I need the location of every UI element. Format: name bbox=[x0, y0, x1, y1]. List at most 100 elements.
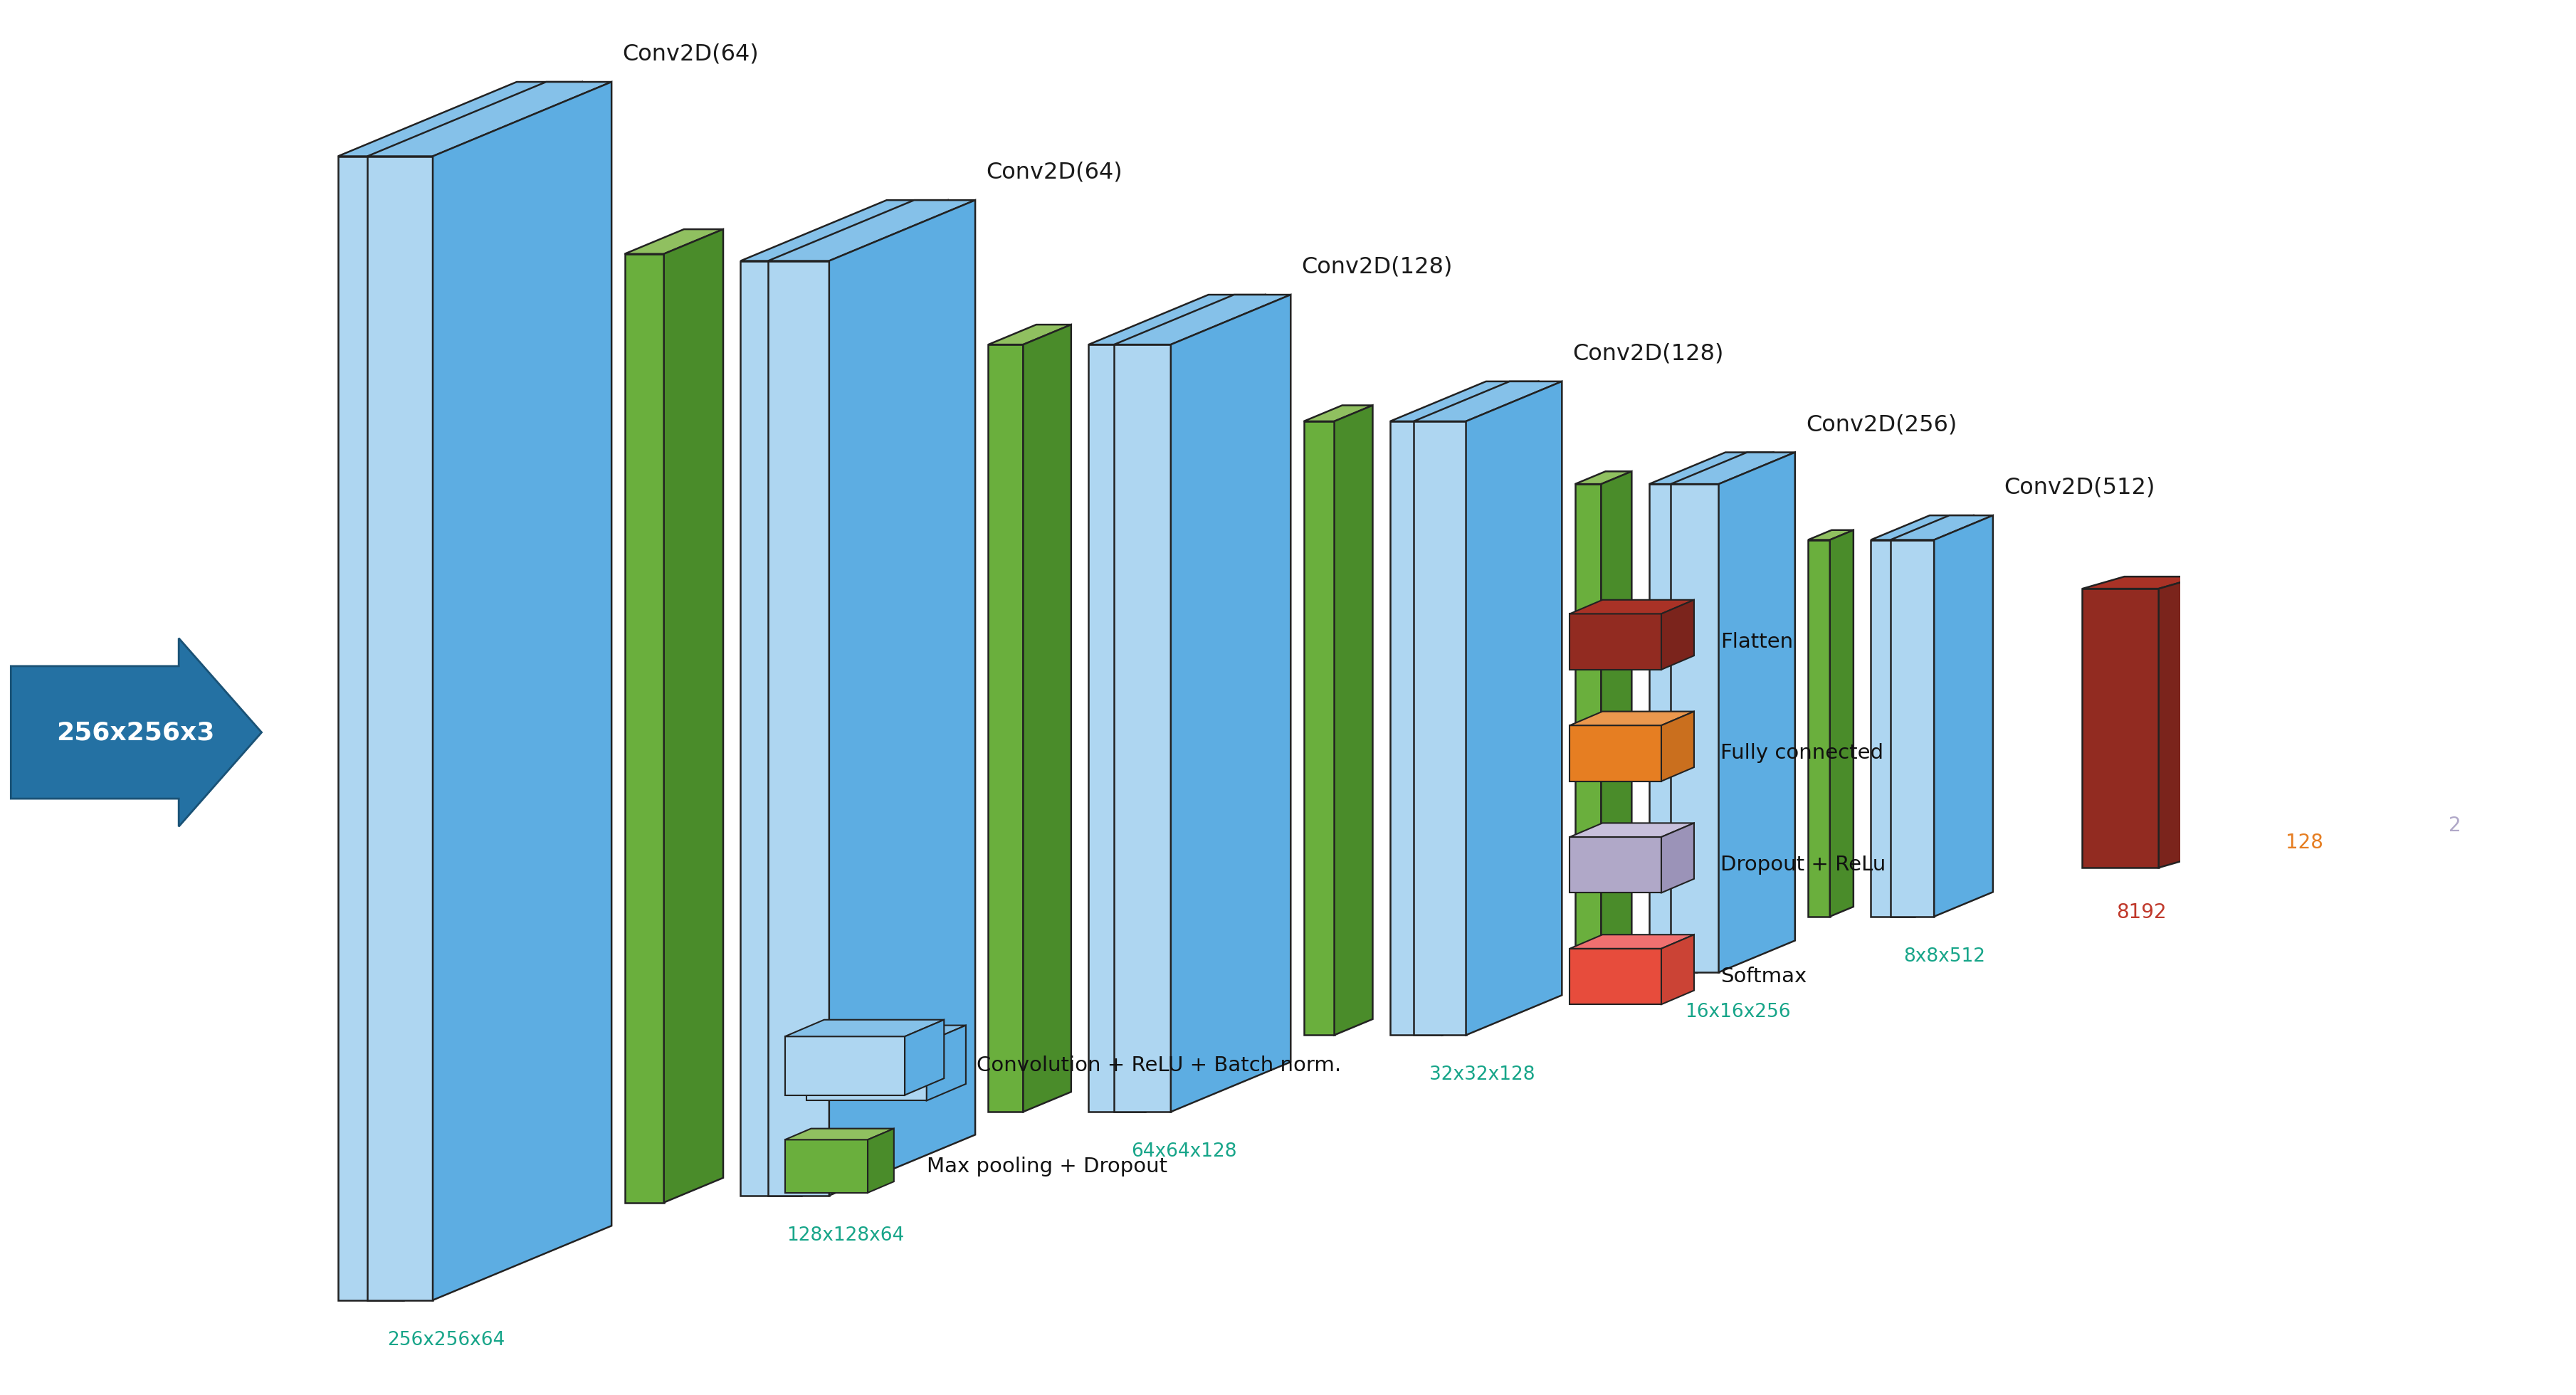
Polygon shape bbox=[1146, 294, 1265, 1112]
Polygon shape bbox=[806, 1042, 927, 1101]
Polygon shape bbox=[1391, 421, 1443, 1035]
Polygon shape bbox=[829, 199, 976, 1196]
Text: Flatten: Flatten bbox=[1721, 632, 1793, 651]
Polygon shape bbox=[1672, 452, 1795, 484]
Polygon shape bbox=[1466, 381, 1561, 1035]
Polygon shape bbox=[337, 82, 582, 156]
Polygon shape bbox=[1870, 540, 1914, 917]
Polygon shape bbox=[1569, 711, 1695, 725]
Polygon shape bbox=[1569, 725, 1662, 781]
Polygon shape bbox=[623, 254, 665, 1202]
Polygon shape bbox=[1574, 484, 1602, 972]
Polygon shape bbox=[1569, 837, 1662, 893]
Text: Conv2D(64): Conv2D(64) bbox=[987, 162, 1123, 183]
Polygon shape bbox=[1569, 614, 1662, 670]
Polygon shape bbox=[1662, 600, 1695, 670]
Polygon shape bbox=[1090, 345, 1146, 1112]
Polygon shape bbox=[2409, 677, 2468, 781]
Polygon shape bbox=[1808, 540, 1829, 917]
Text: Dropout + ReLu: Dropout + ReLu bbox=[1721, 855, 1886, 875]
Polygon shape bbox=[989, 345, 1023, 1112]
Polygon shape bbox=[1569, 823, 1695, 837]
Polygon shape bbox=[1574, 472, 1631, 484]
Polygon shape bbox=[1303, 406, 1373, 421]
Text: 16x16x256: 16x16x256 bbox=[1685, 1003, 1790, 1021]
Text: 2: 2 bbox=[2450, 815, 2460, 836]
Polygon shape bbox=[786, 1036, 904, 1095]
Polygon shape bbox=[1414, 381, 1561, 421]
Polygon shape bbox=[786, 1140, 868, 1193]
Polygon shape bbox=[1808, 530, 1852, 540]
Text: 64x64x128: 64x64x128 bbox=[1131, 1143, 1236, 1161]
Polygon shape bbox=[2081, 576, 2200, 589]
Polygon shape bbox=[1334, 406, 1373, 1035]
Polygon shape bbox=[989, 325, 1072, 345]
Polygon shape bbox=[1662, 823, 1695, 893]
Text: 128: 128 bbox=[2285, 833, 2324, 852]
Polygon shape bbox=[2241, 646, 2367, 658]
Polygon shape bbox=[1170, 294, 1291, 1112]
Polygon shape bbox=[1718, 452, 1795, 972]
Polygon shape bbox=[1602, 472, 1631, 972]
Text: 32x32x128: 32x32x128 bbox=[1430, 1066, 1535, 1084]
Text: Conv2D(128): Conv2D(128) bbox=[1301, 255, 1453, 278]
FancyArrow shape bbox=[10, 639, 263, 826]
Text: 8192: 8192 bbox=[2117, 903, 2166, 922]
Polygon shape bbox=[1649, 452, 1772, 484]
Polygon shape bbox=[904, 1020, 943, 1095]
Polygon shape bbox=[1698, 452, 1772, 972]
Text: Fully connected: Fully connected bbox=[1721, 744, 1883, 763]
Text: Conv2D(256): Conv2D(256) bbox=[1806, 413, 1958, 435]
Polygon shape bbox=[2324, 646, 2367, 798]
Text: Max pooling + Dropout: Max pooling + Dropout bbox=[927, 1156, 1167, 1176]
Polygon shape bbox=[742, 199, 948, 261]
Text: Softmax: Softmax bbox=[1721, 967, 1806, 986]
Polygon shape bbox=[1443, 381, 1538, 1035]
Polygon shape bbox=[786, 1129, 894, 1140]
Polygon shape bbox=[1672, 484, 1718, 972]
Polygon shape bbox=[368, 156, 433, 1300]
Text: 256x256x3: 256x256x3 bbox=[57, 720, 214, 745]
Polygon shape bbox=[337, 156, 404, 1300]
Polygon shape bbox=[2409, 667, 2501, 677]
Polygon shape bbox=[1113, 294, 1291, 345]
Polygon shape bbox=[1569, 935, 1695, 949]
Text: Conv2D(64): Conv2D(64) bbox=[623, 43, 760, 66]
Polygon shape bbox=[927, 1025, 966, 1101]
Polygon shape bbox=[801, 199, 948, 1196]
Polygon shape bbox=[1891, 515, 1994, 540]
Text: 256x256x64: 256x256x64 bbox=[386, 1331, 505, 1349]
Polygon shape bbox=[742, 261, 801, 1196]
Polygon shape bbox=[1090, 294, 1265, 345]
Polygon shape bbox=[2159, 576, 2200, 868]
Text: Convolution + ReLU + Batch norm.: Convolution + ReLU + Batch norm. bbox=[976, 1056, 1342, 1076]
Polygon shape bbox=[786, 1020, 943, 1036]
Polygon shape bbox=[1303, 421, 1334, 1035]
Polygon shape bbox=[1891, 540, 1935, 917]
Polygon shape bbox=[2543, 677, 2576, 781]
Polygon shape bbox=[1662, 935, 1695, 1004]
Polygon shape bbox=[1935, 515, 1994, 917]
Polygon shape bbox=[1829, 530, 1852, 917]
Polygon shape bbox=[2543, 663, 2576, 677]
Text: Conv2D(512): Conv2D(512) bbox=[2004, 477, 2156, 498]
Polygon shape bbox=[806, 1025, 966, 1042]
Polygon shape bbox=[1414, 421, 1466, 1035]
Polygon shape bbox=[868, 1129, 894, 1193]
Text: 8x8x512: 8x8x512 bbox=[1904, 947, 1986, 965]
Polygon shape bbox=[1649, 484, 1698, 972]
Polygon shape bbox=[1391, 381, 1538, 421]
Polygon shape bbox=[768, 261, 829, 1196]
Text: 128x128x64: 128x128x64 bbox=[786, 1226, 904, 1244]
Polygon shape bbox=[665, 229, 724, 1202]
Polygon shape bbox=[1569, 949, 1662, 1004]
Polygon shape bbox=[368, 82, 611, 156]
Text: Conv2D(128): Conv2D(128) bbox=[1574, 343, 1723, 364]
Polygon shape bbox=[1569, 600, 1695, 614]
Polygon shape bbox=[2241, 658, 2324, 798]
Polygon shape bbox=[404, 82, 582, 1300]
Polygon shape bbox=[1914, 515, 1973, 917]
Polygon shape bbox=[1870, 515, 1973, 540]
Polygon shape bbox=[433, 82, 611, 1300]
Polygon shape bbox=[2468, 667, 2501, 781]
